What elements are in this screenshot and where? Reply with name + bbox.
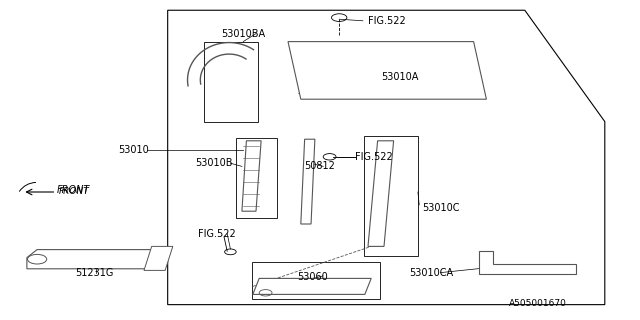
Polygon shape (27, 250, 163, 269)
Polygon shape (144, 246, 173, 270)
Text: 51231G: 51231G (76, 268, 114, 278)
Polygon shape (288, 42, 486, 99)
Text: 53010A: 53010A (381, 72, 418, 82)
Bar (252, 262, 380, 299)
Text: FIG.522: FIG.522 (198, 228, 236, 239)
Text: A505001670: A505001670 (509, 299, 566, 308)
Text: 53010B: 53010B (195, 158, 233, 168)
Bar (236, 138, 277, 218)
Polygon shape (168, 10, 605, 305)
Text: 50812: 50812 (304, 161, 335, 172)
Text: 53010BA: 53010BA (221, 28, 265, 39)
Bar (204, 42, 258, 122)
Text: FRONT: FRONT (59, 188, 90, 196)
Polygon shape (368, 141, 394, 246)
Polygon shape (242, 141, 261, 211)
Text: 53010: 53010 (118, 145, 149, 156)
Polygon shape (253, 278, 371, 294)
Text: FIG.522: FIG.522 (368, 16, 406, 26)
Text: 53010C: 53010C (422, 203, 460, 213)
Polygon shape (301, 139, 315, 224)
Text: FIG.522: FIG.522 (355, 152, 393, 162)
Text: FRONT: FRONT (56, 185, 90, 196)
Text: 53010CA: 53010CA (410, 268, 454, 278)
Bar (364, 136, 418, 256)
Polygon shape (479, 251, 576, 274)
Text: 53060: 53060 (298, 272, 328, 282)
